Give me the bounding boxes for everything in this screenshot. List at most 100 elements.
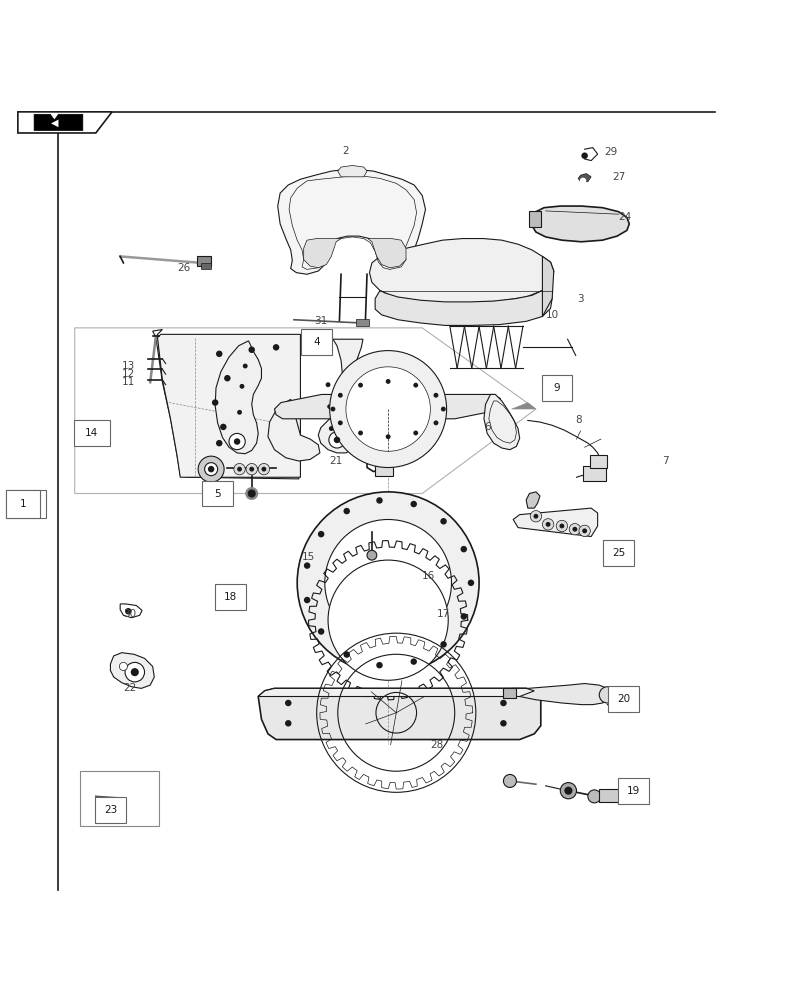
Text: 1: 1 <box>23 499 29 509</box>
Bar <box>582 466 605 481</box>
Text: 12: 12 <box>122 369 135 379</box>
Text: 4: 4 <box>313 337 320 347</box>
Circle shape <box>285 720 291 727</box>
Circle shape <box>367 550 376 560</box>
Circle shape <box>249 467 254 472</box>
Text: 25: 25 <box>611 548 624 558</box>
Polygon shape <box>277 169 425 274</box>
Polygon shape <box>318 339 363 453</box>
Text: 6: 6 <box>484 422 491 432</box>
Circle shape <box>545 522 550 527</box>
Circle shape <box>237 467 242 472</box>
Circle shape <box>358 383 363 388</box>
Polygon shape <box>258 688 534 697</box>
Circle shape <box>317 628 324 635</box>
Circle shape <box>285 700 291 706</box>
Circle shape <box>329 351 446 468</box>
Circle shape <box>328 426 333 431</box>
Circle shape <box>119 662 127 671</box>
Polygon shape <box>483 394 519 450</box>
Circle shape <box>204 463 217 476</box>
Circle shape <box>327 404 332 409</box>
Circle shape <box>333 437 340 443</box>
Circle shape <box>337 393 342 398</box>
Circle shape <box>220 424 226 430</box>
Circle shape <box>242 364 247 368</box>
Polygon shape <box>369 239 553 303</box>
Text: 24: 24 <box>618 212 631 222</box>
Circle shape <box>229 433 245 450</box>
Polygon shape <box>531 206 629 242</box>
Polygon shape <box>504 684 610 705</box>
Circle shape <box>560 783 576 799</box>
Circle shape <box>460 546 466 552</box>
Polygon shape <box>18 112 112 133</box>
Circle shape <box>212 399 218 406</box>
Circle shape <box>324 519 451 646</box>
FancyBboxPatch shape <box>74 420 109 446</box>
Bar <box>599 789 618 802</box>
Text: 16: 16 <box>422 571 435 581</box>
Circle shape <box>385 434 390 439</box>
Circle shape <box>325 382 330 387</box>
Circle shape <box>358 431 363 435</box>
Circle shape <box>330 407 335 411</box>
Circle shape <box>385 379 390 384</box>
Circle shape <box>500 700 506 706</box>
Circle shape <box>433 420 438 425</box>
Circle shape <box>216 440 222 446</box>
Text: 27: 27 <box>611 172 624 182</box>
Circle shape <box>440 518 446 525</box>
Text: 1: 1 <box>19 499 26 509</box>
Circle shape <box>579 178 586 184</box>
FancyBboxPatch shape <box>301 329 332 355</box>
Circle shape <box>303 597 310 603</box>
Circle shape <box>343 508 350 514</box>
Circle shape <box>460 613 466 620</box>
Circle shape <box>258 463 269 475</box>
FancyBboxPatch shape <box>6 490 40 518</box>
Bar <box>355 319 368 326</box>
Polygon shape <box>215 341 261 454</box>
Circle shape <box>440 407 445 411</box>
FancyBboxPatch shape <box>202 481 233 506</box>
FancyBboxPatch shape <box>541 375 572 401</box>
Polygon shape <box>258 688 540 740</box>
Text: 7: 7 <box>662 456 668 466</box>
Polygon shape <box>152 329 298 479</box>
Bar <box>529 211 540 227</box>
Text: 21: 21 <box>329 456 342 466</box>
Text: 8: 8 <box>574 415 581 425</box>
Circle shape <box>410 501 417 507</box>
Polygon shape <box>337 165 367 177</box>
Text: 11: 11 <box>122 377 135 387</box>
Polygon shape <box>34 114 83 131</box>
FancyBboxPatch shape <box>607 686 638 712</box>
Polygon shape <box>303 239 341 268</box>
Circle shape <box>343 651 350 658</box>
FancyBboxPatch shape <box>617 778 648 804</box>
Circle shape <box>413 431 418 435</box>
FancyBboxPatch shape <box>95 797 126 823</box>
Circle shape <box>248 347 255 353</box>
Circle shape <box>572 527 577 532</box>
Polygon shape <box>367 239 406 268</box>
Text: 15: 15 <box>302 552 315 562</box>
Circle shape <box>375 662 382 668</box>
Text: 13: 13 <box>122 361 135 371</box>
FancyBboxPatch shape <box>215 584 246 610</box>
Circle shape <box>440 641 446 648</box>
Circle shape <box>272 344 279 351</box>
Circle shape <box>337 420 342 425</box>
Circle shape <box>246 463 257 475</box>
Polygon shape <box>157 334 300 477</box>
Circle shape <box>237 410 242 415</box>
Circle shape <box>125 662 144 682</box>
Polygon shape <box>110 653 154 688</box>
Circle shape <box>564 787 572 795</box>
Bar <box>503 688 516 698</box>
Circle shape <box>317 531 324 537</box>
Circle shape <box>375 497 382 504</box>
Circle shape <box>297 492 478 674</box>
Circle shape <box>234 438 240 445</box>
